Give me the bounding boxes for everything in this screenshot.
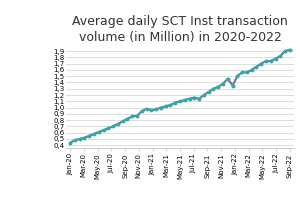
Title: Average daily SCT Inst transaction
volume (in Million) in 2020-2022: Average daily SCT Inst transaction volum… <box>72 15 288 44</box>
